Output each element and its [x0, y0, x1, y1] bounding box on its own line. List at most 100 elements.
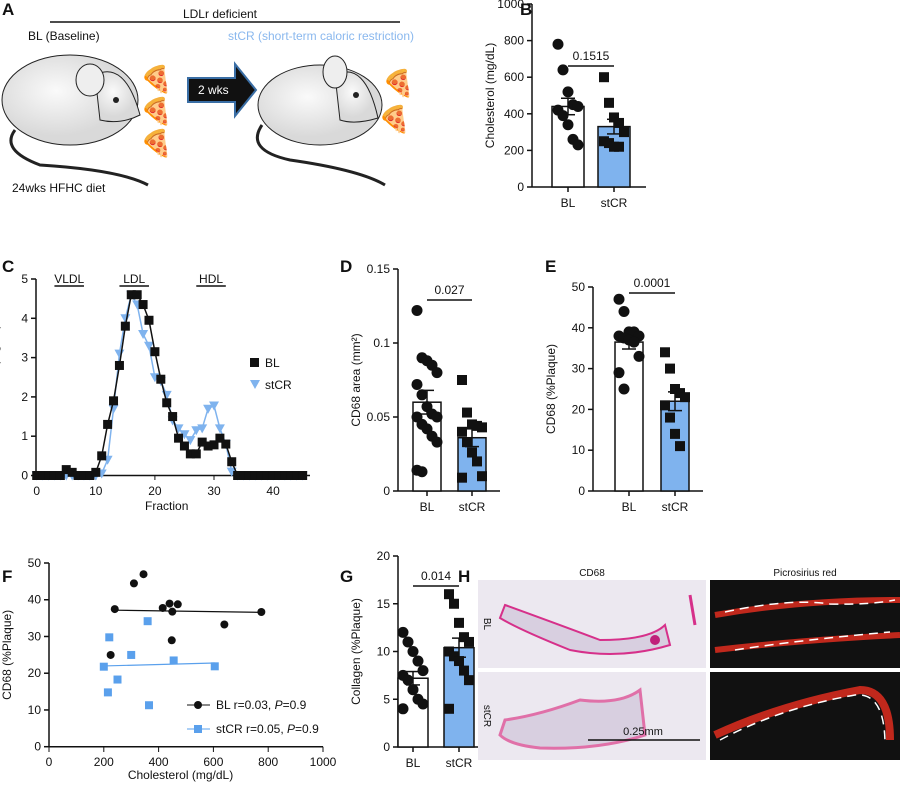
data-point	[416, 466, 428, 478]
micrograph-picrosirius-bl	[710, 580, 900, 668]
data-point	[613, 367, 625, 379]
data-point	[457, 472, 467, 483]
x-tick-label: stCR	[446, 756, 473, 770]
data-point	[619, 127, 629, 138]
x-tick-label: BL	[622, 500, 637, 514]
data-point	[286, 471, 296, 480]
data-point	[262, 471, 272, 480]
data-point	[226, 467, 237, 477]
data-point	[459, 665, 469, 676]
data-point	[167, 636, 176, 645]
data-point	[91, 467, 101, 477]
y-axis-label: CD68 (%Plaque)	[544, 344, 558, 434]
data-point	[179, 430, 190, 440]
panel-letter: C	[2, 257, 14, 276]
data-point	[168, 412, 178, 422]
data-point	[665, 412, 675, 423]
data-point	[680, 392, 690, 403]
svg-text:🍕: 🍕	[140, 96, 172, 126]
data-point	[417, 698, 429, 710]
data-point	[165, 599, 174, 608]
y-tick-label: 200	[504, 143, 524, 157]
y-tick-label: 50	[28, 556, 42, 570]
y-tick-label: 5	[383, 692, 390, 706]
data-point	[67, 467, 77, 477]
pizza-icons-stcr: 🍕🍕	[378, 68, 414, 134]
data-point	[114, 349, 125, 359]
y-tick-label: 5	[21, 272, 28, 286]
bar-bl	[614, 341, 644, 492]
data-point	[562, 119, 574, 131]
x-axis-label: Fraction	[145, 499, 188, 513]
panel-letter: H	[458, 567, 470, 586]
legend-p: P	[287, 722, 295, 736]
data-point	[444, 589, 454, 600]
data-point	[32, 471, 42, 480]
panel-letter: G	[340, 567, 353, 586]
y-tick-label: 800	[504, 34, 524, 48]
x-tick-label: BL	[561, 196, 576, 210]
data-point	[557, 110, 569, 122]
micrograph-cd68-bl	[478, 580, 706, 668]
legend-p: P	[275, 698, 283, 712]
panel-e: E 0 10 20 30 40 50 CD68 (%Plaque) BL stCR 0.0001	[544, 257, 703, 514]
micrograph-cd68-stcr	[478, 672, 706, 760]
y-tick-label: 0.1	[373, 336, 390, 350]
data-point	[169, 656, 178, 665]
data-point	[467, 447, 477, 458]
legend-name: stCR r=0.05,	[216, 722, 287, 736]
panel-letter: A	[2, 0, 14, 19]
data-point	[431, 367, 443, 379]
x-tick-label: 400	[149, 755, 169, 769]
x-tick-label: 0	[33, 484, 40, 498]
panel-h: H CD68 Picrosirius red BL stCR 0.25mm	[458, 567, 900, 760]
x-tick-label: 30	[207, 484, 221, 498]
data-point	[221, 439, 231, 449]
data-point	[454, 617, 464, 628]
data-point	[660, 400, 670, 411]
data-point	[477, 471, 487, 482]
data-point	[454, 656, 464, 667]
diet-label: 24wks HFHC diet	[12, 181, 106, 195]
y-tick-label: 0	[383, 484, 390, 498]
legend-label: BL r=0.03, P=0.9	[216, 698, 307, 712]
data-point	[239, 471, 249, 480]
mouse-illustration-bl	[1, 54, 149, 187]
x-tick-label: 40	[266, 484, 280, 498]
legend-pval: =0.9	[295, 722, 319, 736]
x-tick-label: 20	[148, 484, 162, 498]
data-point	[143, 341, 154, 351]
data-point	[402, 636, 414, 648]
data-point	[609, 112, 619, 123]
column-label-cd68: CD68	[579, 568, 605, 579]
data-point	[127, 650, 136, 659]
arrow-label: 2 wks	[198, 83, 229, 97]
data-point	[552, 38, 564, 50]
bl-label: BL (Baseline)	[28, 29, 100, 43]
data-point	[618, 383, 630, 395]
x-tick-label: 10	[89, 484, 103, 498]
y-tick-label: 20	[377, 549, 391, 563]
x-tick-label: stCR	[601, 196, 628, 210]
data-point	[417, 665, 429, 677]
data-point	[138, 330, 149, 340]
data-point	[411, 378, 423, 390]
pizza-icons-bl: 🍕🍕🍕	[140, 64, 172, 158]
data-point	[129, 579, 138, 588]
data-point	[150, 347, 160, 357]
data-point	[49, 471, 59, 480]
data-point	[120, 321, 130, 331]
data-point	[85, 471, 95, 480]
data-point	[143, 617, 152, 626]
data-point	[55, 471, 65, 480]
data-point	[298, 471, 308, 480]
data-point	[144, 315, 154, 325]
y-tick-label: 20	[572, 402, 586, 416]
y-tick-label: 1	[21, 429, 28, 443]
data-point	[210, 662, 219, 671]
y-tick-label: 0.15	[367, 262, 391, 276]
data-point	[462, 407, 472, 418]
data-point	[145, 701, 154, 710]
